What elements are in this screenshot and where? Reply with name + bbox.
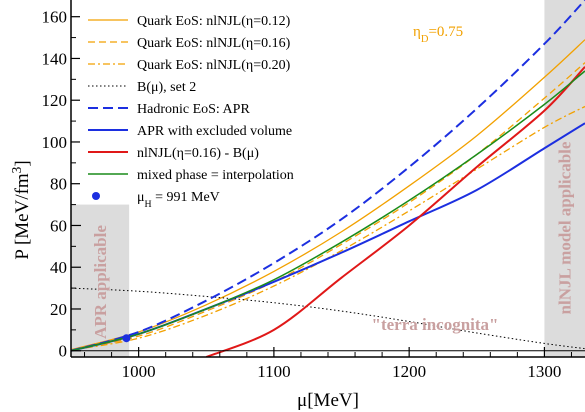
- region-label: nlNJL model applicable: [556, 141, 575, 314]
- y-tick-label: 160: [42, 8, 68, 27]
- y-tick-label: 60: [50, 216, 67, 235]
- legend-label: μH = 991 MeV: [137, 190, 220, 210]
- series-line: [71, 70, 585, 352]
- x-tick-label: 1300: [527, 362, 561, 381]
- legend-label: B(μ), set 2: [137, 80, 196, 95]
- series-line: [71, 287, 585, 350]
- series-line: [205, 66, 585, 357]
- curves: [71, 0, 585, 357]
- mu-h-point: [122, 334, 131, 343]
- region-label: APR applicable: [91, 225, 110, 339]
- y-axis-label: P [MeV/fm3]: [9, 160, 34, 259]
- legend-label: Quark EoS: nlNJL(η=0.20): [137, 58, 291, 73]
- x-tick-label: 1200: [392, 362, 426, 381]
- legend-label: mixed phase = interpolation: [137, 168, 294, 183]
- series-line: [71, 0, 585, 352]
- legend-label: APR with excluded volume: [137, 124, 292, 139]
- eta-d-annotation: ηD=0.75: [413, 24, 463, 45]
- legend-label: nlNJL(η=0.16) - B(μ): [137, 146, 259, 161]
- y-tick-label: 140: [42, 49, 68, 68]
- shaded-region: [71, 204, 130, 357]
- x-tick-label: 1100: [257, 362, 290, 381]
- legend-label: Hadronic EoS: APR: [137, 102, 250, 117]
- y-tick-label: 80: [50, 175, 67, 194]
- series-line: [71, 39, 585, 351]
- x-axis-label: μ[MeV]: [297, 390, 359, 411]
- terra-incognita-label: "terra incognita": [372, 315, 499, 334]
- tick-labels: 0 20 40 60 80 100 120 140 160 1000 1100 1200 1300 μ[M…: [9, 8, 562, 411]
- series-line: [71, 105, 585, 351]
- y-tick-label: 120: [42, 91, 68, 110]
- legend-point-marker: [92, 192, 100, 200]
- legend-label: Quark EoS: nlNJL(η=0.12): [137, 14, 291, 29]
- series-line: [71, 62, 585, 351]
- y-tick-label: 40: [50, 258, 67, 277]
- annotations: APR applicable nlNJL model applicable "ter…: [91, 24, 575, 339]
- legend: Quark EoS: nlNJL(η=0.12) Quark EoS: nlNJL…: [80, 3, 338, 210]
- x-tick-label: 1000: [122, 362, 156, 381]
- y-tick-label: 100: [42, 133, 68, 152]
- y-tick-label: 20: [50, 300, 67, 319]
- y-tick-label: 0: [59, 342, 68, 361]
- legend-box: [80, 3, 338, 204]
- axes: [70, 0, 585, 358]
- legend-label: Quark EoS: nlNJL(η=0.16): [137, 36, 291, 51]
